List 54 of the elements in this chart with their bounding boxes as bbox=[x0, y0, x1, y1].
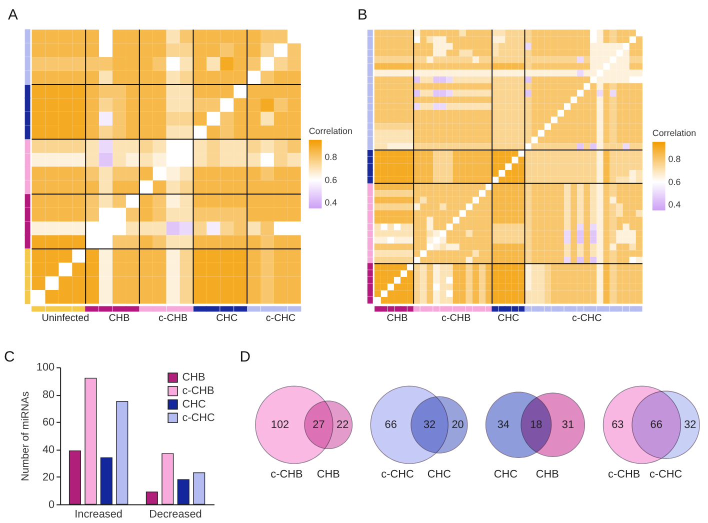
y-tick-label: 80 bbox=[42, 389, 55, 402]
color-bar-label: 0.6 bbox=[324, 174, 338, 185]
x-tick-label: CHC bbox=[216, 313, 238, 324]
y-tick-label: 60 bbox=[42, 416, 55, 429]
x-tick-label: CHB bbox=[108, 313, 130, 324]
text: D bbox=[240, 349, 251, 366]
color-bar-label: 0.4 bbox=[324, 198, 338, 208]
color-bar-label: 0.8 bbox=[324, 152, 338, 162]
color-bar-label: 0.6 bbox=[668, 176, 681, 187]
data-label: 32 bbox=[423, 418, 436, 431]
data-label: 34 bbox=[497, 418, 510, 431]
category-label: CHB bbox=[536, 468, 559, 480]
x-tick-label: c-CHB bbox=[158, 313, 188, 324]
y-axis-title: Number of miRNAs bbox=[20, 391, 32, 482]
category-label: c-CHC bbox=[649, 468, 682, 480]
data-label: 18 bbox=[530, 418, 542, 431]
color-bar-title: Correlation bbox=[652, 128, 696, 138]
chart-title: C bbox=[4, 349, 15, 366]
y-tick-label: 0 bbox=[48, 498, 55, 511]
x-tick-label: CHC bbox=[498, 313, 520, 324]
legend-label: CHC bbox=[182, 398, 206, 410]
category-label: c-CHB bbox=[270, 468, 303, 480]
category-label: c-CHB bbox=[608, 468, 640, 480]
y-tick-label: 40 bbox=[42, 444, 55, 456]
data-label: 63 bbox=[612, 418, 624, 431]
data-label: 66 bbox=[650, 418, 662, 431]
legend-label: c-CHB bbox=[182, 385, 214, 398]
x-tick-label: c-CHC bbox=[266, 313, 296, 324]
y-tick-label: 100 bbox=[36, 362, 55, 374]
data-label: 32 bbox=[684, 418, 696, 431]
data-label: 66 bbox=[384, 418, 397, 431]
data-label: 27 bbox=[312, 418, 325, 431]
data-label: 31 bbox=[562, 418, 574, 431]
x-tick-label: CHB bbox=[386, 313, 408, 324]
legend-label: c-CHC bbox=[182, 412, 216, 424]
x-tick-label: Uninfected bbox=[42, 313, 90, 324]
x-tick-label: c-CHC bbox=[572, 313, 602, 324]
chart-title: B bbox=[357, 8, 368, 24]
category-label: CHC bbox=[494, 468, 518, 480]
data-label: 20 bbox=[452, 418, 464, 431]
category-label: c-CHC bbox=[381, 468, 414, 480]
color-bar-label: 0.8 bbox=[668, 154, 681, 164]
color-bar-title: Correlation bbox=[308, 126, 352, 136]
chart-title: A bbox=[8, 8, 18, 24]
category-label: CHB bbox=[316, 468, 340, 480]
legend-label: CHB bbox=[182, 372, 206, 384]
x-tick-label: c-CHB bbox=[442, 313, 472, 324]
data-label: 102 bbox=[270, 418, 290, 431]
y-tick-label: 20 bbox=[42, 471, 55, 484]
category-label: CHC bbox=[427, 468, 452, 480]
data-label: 22 bbox=[336, 418, 349, 431]
x-tick-label: Decreased bbox=[149, 508, 202, 521]
x-tick-label: Increased bbox=[74, 508, 123, 521]
color-bar-label: 0.4 bbox=[668, 200, 681, 210]
